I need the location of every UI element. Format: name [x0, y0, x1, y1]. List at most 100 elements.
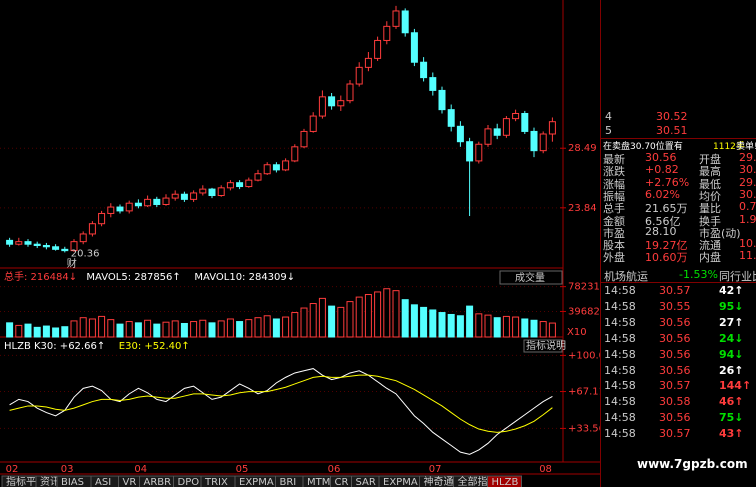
stat-label: 股本 — [603, 239, 625, 253]
volume-bar — [530, 319, 538, 338]
tab-label[interactable]: BRI — [280, 477, 297, 487]
stat-value: 11.05 — [739, 249, 756, 263]
stat-label: 流通 — [699, 239, 721, 253]
stat-label: 量比 — [699, 202, 721, 216]
tab-label[interactable]: BIAS — [61, 477, 84, 487]
tick-price: 30.55 — [659, 299, 691, 313]
indicator-button[interactable] — [499, 270, 563, 285]
candle-body — [272, 164, 280, 171]
tab-label[interactable]: ASI — [95, 477, 111, 487]
sector-name: 机场航运 — [604, 270, 648, 283]
indicator-header: E30: +52.40↑ — [119, 341, 190, 352]
tick-time: 14:58 — [604, 395, 636, 409]
volume-bar — [79, 317, 87, 338]
volume-bar — [502, 315, 510, 338]
candle-body — [208, 188, 216, 197]
volume-bar — [548, 322, 556, 338]
candle-body — [15, 241, 23, 245]
x-tick-label: 08 — [539, 464, 552, 475]
tab-label[interactable]: SAR — [356, 477, 376, 487]
stat-row: 总手 21.65万 量比 0.7 — [601, 200, 756, 216]
tick-row: 14:58 30.56 26↑ — [601, 364, 756, 377]
tab-label[interactable]: HLZB — [492, 477, 519, 487]
candle-body — [24, 241, 32, 245]
tab-label[interactable]: ARBR — [144, 477, 172, 487]
candle-body — [456, 125, 464, 143]
indicator-button-label[interactable]: 指标说明 — [526, 339, 566, 352]
volume-bar — [401, 299, 409, 338]
volume-bar — [226, 318, 234, 338]
volume-bar — [208, 322, 216, 338]
volume-bar — [88, 318, 96, 338]
x-tick-label: 06 — [328, 464, 341, 475]
volume-bar — [291, 312, 299, 338]
volume-bar — [309, 303, 317, 338]
candle-body — [300, 130, 308, 148]
volume-bar — [392, 290, 400, 338]
candle-body — [33, 243, 41, 246]
sector-row: 机场航运 -1.53%同行业比较 — [601, 268, 756, 283]
divider — [601, 282, 756, 283]
notice-text: 在卖盘30.70位置有 — [603, 142, 683, 152]
stat-value: +0.82 — [645, 163, 679, 177]
volume-bar — [456, 315, 464, 338]
stat-value: 0.7 — [739, 200, 756, 214]
stat-value: 30.2 — [739, 187, 756, 201]
stat-label: 均价 — [699, 189, 721, 203]
tick-volume: 26↑ — [719, 363, 744, 377]
indicator-line — [9, 374, 553, 433]
stat-label: 涨跌 — [603, 165, 625, 179]
tab-label[interactable]: EXPMA — [383, 477, 418, 487]
tick-volume: 42↑ — [719, 284, 744, 297]
candle-body — [291, 146, 299, 162]
candle-body — [438, 89, 446, 111]
stat-value: 6.56亿 — [645, 214, 681, 228]
volume-bar — [438, 312, 446, 338]
candle-body — [236, 182, 244, 188]
tick-time: 14:58 — [604, 379, 636, 393]
candle-body — [70, 241, 78, 252]
tab-label[interactable]: EXPMA — [239, 477, 274, 487]
tab-label[interactable]: MTM — [307, 477, 330, 487]
stat-row: 金额 6.56亿 换手 1.98 — [601, 213, 756, 228]
candle-body — [539, 133, 547, 152]
y-tick-label: 39682 — [568, 306, 600, 317]
indicator-header: HLZB K30: +62.66↑ — [4, 341, 105, 352]
tick-volume: 43↑ — [719, 427, 744, 441]
volume-bar — [318, 297, 326, 338]
stat-label: 开盘 — [699, 153, 721, 166]
volume-bar — [52, 327, 60, 338]
tab-label[interactable]: DPO — [178, 477, 200, 487]
volume-header: MAVOL5: 287856↑ — [86, 272, 180, 283]
volume-bar — [125, 321, 133, 338]
stat-value: 10.93 — [739, 237, 756, 251]
order-level: 5 — [605, 124, 612, 137]
tab-label[interactable]: VR — [123, 477, 137, 487]
tick-row: 14:58 30.57 144↑ — [601, 379, 756, 392]
volume-button[interactable]: 成交量 — [515, 271, 545, 284]
volume-bar — [420, 306, 428, 338]
stat-value: 30.56 — [645, 151, 677, 164]
x-tick-label: 04 — [134, 464, 147, 475]
candle-body — [125, 202, 133, 212]
volume-bar — [346, 301, 354, 338]
tab-label[interactable]: TRIX — [204, 477, 228, 487]
candle-body — [180, 193, 188, 200]
candle-body — [254, 173, 262, 181]
candle-body — [420, 61, 428, 79]
candle-body — [530, 130, 538, 152]
tab-label[interactable]: CR — [335, 477, 349, 487]
notice-type: 卖单! — [736, 142, 756, 152]
tick-price: 30.56 — [659, 411, 691, 425]
tab[interactable] — [487, 475, 522, 487]
stat-label: 外盘 — [603, 251, 625, 265]
tab-label[interactable]: 资讯 — [40, 476, 60, 487]
tick-row: 14:58 30.57 43↑ — [601, 427, 756, 440]
stat-row: 最新 30.56 开盘 29.3 — [601, 151, 756, 166]
tick-time: 14:58 — [604, 427, 636, 441]
stat-value: 29.3 — [739, 151, 756, 164]
stat-row: 涨跌 +0.82 最高 30.8 — [601, 163, 756, 179]
x-tick-label: 02 — [6, 464, 19, 475]
indicator-button[interactable] — [523, 339, 563, 353]
